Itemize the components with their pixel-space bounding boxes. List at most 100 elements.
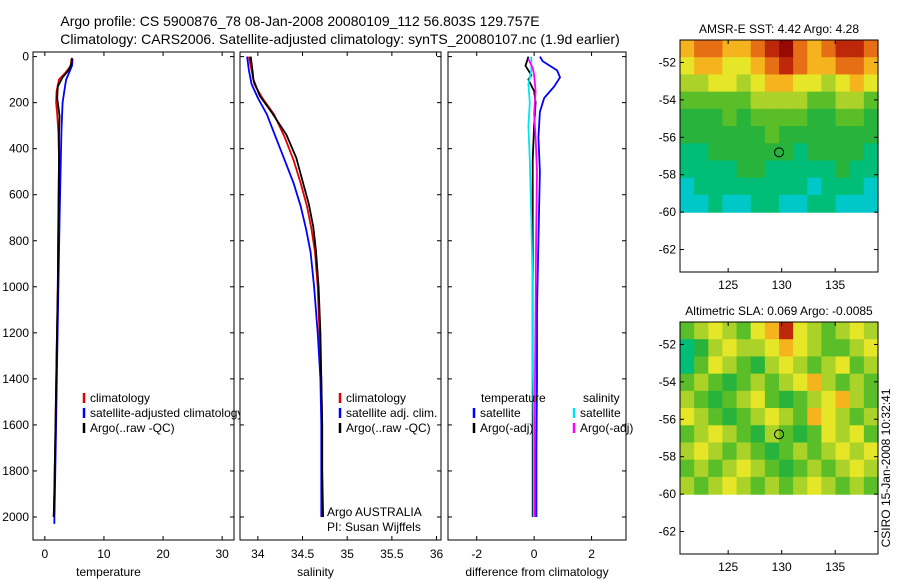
sst-map-cell bbox=[779, 74, 794, 93]
sla-map-cell bbox=[821, 476, 837, 495]
sla-map-ytick-label: -58 bbox=[659, 450, 677, 464]
sst-map-cell bbox=[708, 57, 724, 76]
sst-map-cell bbox=[863, 143, 879, 162]
sla-map-cell bbox=[694, 408, 709, 426]
sst-map-cell bbox=[722, 74, 738, 93]
sla-map-cell bbox=[722, 373, 738, 392]
sst-map-cell bbox=[849, 143, 865, 162]
sla-map-cell bbox=[863, 390, 879, 409]
sst-map-cell bbox=[793, 91, 808, 110]
temp-ytick-label: 800 bbox=[9, 234, 29, 248]
sla-map-cell bbox=[708, 476, 724, 495]
temperature-profile-panel: 0 10 20 30 temperature 0 200 400 600 800 1000 1200 1… bbox=[2, 50, 243, 579]
sla-map-cell bbox=[764, 373, 780, 392]
sst-map-cell bbox=[708, 177, 724, 196]
temp-legend-1-label: satellite-adjusted climatology bbox=[90, 406, 243, 420]
sla-map-cell bbox=[849, 408, 865, 426]
sla-map-cell bbox=[793, 373, 808, 392]
sla-map-cell bbox=[708, 442, 724, 461]
sst-map-cell bbox=[750, 108, 766, 127]
temp-ytick-label: 200 bbox=[9, 96, 29, 110]
sst-map-cell bbox=[779, 177, 794, 196]
sst-map-cell bbox=[849, 74, 865, 93]
sst-map-cell bbox=[736, 194, 752, 213]
sst-map-cell bbox=[680, 126, 695, 144]
sst-map-cell bbox=[764, 40, 780, 58]
sal-legend-2-label: Argo(..raw -QC) bbox=[346, 421, 431, 435]
sla-map-cell bbox=[680, 459, 695, 478]
temp-ytick-label: 600 bbox=[9, 188, 29, 202]
sst-map-cell bbox=[835, 40, 851, 58]
sst-map-cell bbox=[680, 91, 695, 110]
sla-map-cell bbox=[807, 425, 823, 444]
temp-xtick-label: 20 bbox=[156, 547, 170, 561]
sst-map-cell bbox=[708, 91, 724, 110]
sst-map-cell bbox=[821, 143, 837, 162]
difference-profile-panel: -2 0 2 difference from climatology temperatu… bbox=[447, 51, 633, 579]
sla-map-cell bbox=[736, 390, 752, 409]
sst-map-cell bbox=[750, 57, 766, 76]
sla-map-cell bbox=[821, 390, 837, 409]
sla-map-cell bbox=[807, 442, 823, 461]
temp-ytick-label: 1600 bbox=[2, 418, 29, 432]
sst-map-cell bbox=[849, 126, 865, 144]
sla-map-cell bbox=[764, 425, 780, 444]
sst-map-cell bbox=[722, 108, 738, 127]
sst-map-xtick-label: 135 bbox=[825, 278, 845, 292]
sst-map-cell bbox=[807, 126, 823, 144]
sla-map-cell bbox=[863, 459, 879, 478]
sla-map-cell bbox=[764, 442, 780, 461]
sla-map-cell bbox=[708, 339, 724, 358]
sst-float-position-marker bbox=[774, 147, 785, 158]
sla-map-cell bbox=[708, 390, 724, 409]
diff-xtick-label: -2 bbox=[471, 547, 482, 561]
sst-map-cell bbox=[863, 40, 879, 58]
sst-map-cell bbox=[835, 126, 851, 144]
sla-map-cell bbox=[722, 425, 738, 444]
sst-map-ytick-label: -62 bbox=[659, 243, 677, 257]
sst-map-cell bbox=[835, 57, 851, 76]
sst-map-cell bbox=[764, 177, 780, 196]
diff-legend-sal-satellite-label: satellite bbox=[580, 406, 621, 420]
sst-map-cell bbox=[694, 74, 709, 93]
sla-map-cell bbox=[680, 442, 695, 461]
sla-map-cell bbox=[722, 339, 738, 358]
sst-map-cell bbox=[835, 143, 851, 162]
diff-legend-salinity-heading: salinity bbox=[583, 391, 620, 405]
sla-map-cell bbox=[750, 425, 766, 444]
sla-map-cell bbox=[821, 339, 837, 358]
sla-map-cell bbox=[722, 476, 738, 495]
sst-map-cell bbox=[779, 91, 794, 110]
diff-xlabel: difference from climatology bbox=[465, 565, 608, 579]
temp-ytick-label: 1800 bbox=[2, 464, 29, 478]
sst-map-ytick-label: -56 bbox=[659, 130, 677, 144]
sst-map-cell bbox=[736, 108, 752, 127]
sst-map-cell bbox=[779, 126, 794, 144]
sst-map-cell bbox=[863, 74, 879, 93]
sla-map-cell bbox=[736, 459, 752, 478]
sla-map-cell bbox=[849, 425, 865, 444]
sst-map-cell bbox=[821, 108, 837, 127]
diff-series-2 bbox=[527, 56, 535, 517]
sla-map-cell bbox=[821, 442, 837, 461]
sla-map-cell bbox=[849, 442, 865, 461]
sla-map-cell bbox=[849, 356, 865, 375]
sst-map-cell bbox=[708, 40, 724, 58]
sla-map-cell bbox=[793, 390, 808, 409]
sla-map-cell bbox=[736, 425, 752, 444]
diff-xtick-label: 0 bbox=[531, 547, 538, 561]
sst-map-cell bbox=[736, 91, 752, 110]
sst-map-cell bbox=[863, 126, 879, 144]
sst-map-cell bbox=[708, 194, 724, 213]
sst-map-panel: AMSR-E SST: 4.42 Argo: 4.28 125 130 135 -52 -… bbox=[659, 22, 879, 292]
sst-map-cell bbox=[835, 91, 851, 110]
sst-map-cell bbox=[722, 160, 738, 179]
temp-ytick-label: 1400 bbox=[2, 372, 29, 386]
sla-map-cell bbox=[835, 339, 851, 358]
sst-map-cell bbox=[722, 57, 738, 76]
sla-map-cell bbox=[694, 459, 709, 478]
sst-map-cell bbox=[680, 57, 695, 76]
sal-annotation-1: PI: Susan Wijffels bbox=[327, 520, 421, 534]
diff-xtick-label: 2 bbox=[588, 547, 595, 561]
sst-map-cell bbox=[722, 126, 738, 144]
